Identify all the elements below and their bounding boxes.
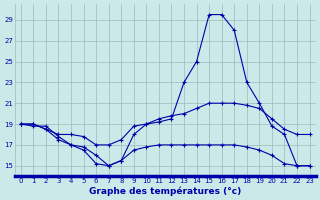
X-axis label: Graphe des températures (°c): Graphe des températures (°c) bbox=[89, 186, 241, 196]
